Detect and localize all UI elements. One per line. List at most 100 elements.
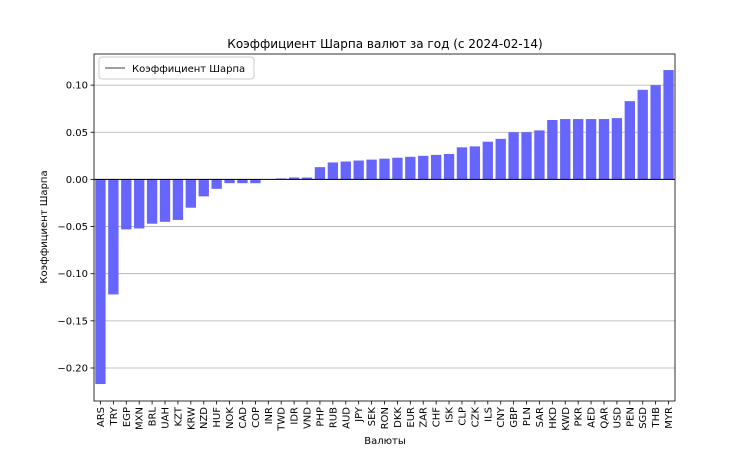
bar <box>159 179 171 222</box>
x-tick-label: JPY <box>354 406 365 423</box>
x-tick-label: NOK <box>225 407 236 429</box>
x-tick-label: NZD <box>199 407 210 429</box>
bar <box>366 159 377 180</box>
x-tick-label: CNY <box>496 406 507 427</box>
x-tick-label: RUB <box>328 407 339 428</box>
bar <box>134 179 145 229</box>
y-tick-label: −0.15 <box>57 316 88 327</box>
x-tick-label: IDR <box>290 407 301 425</box>
bar <box>185 179 196 208</box>
x-tick-label: SEK <box>367 407 378 427</box>
x-tick-label: KWD <box>561 407 572 431</box>
bars <box>95 70 674 385</box>
plot-frame <box>93 53 676 402</box>
y-tick-label: −0.10 <box>57 269 88 280</box>
bar <box>637 89 648 180</box>
x-tick-label: THB <box>651 407 662 429</box>
x-tick-label: AED <box>587 407 598 428</box>
bar <box>508 132 519 180</box>
x-tick-label: EGP <box>122 407 133 427</box>
x-tick-label: USD <box>612 407 623 429</box>
y-tick-label: 0.00 <box>66 175 88 186</box>
y-tick-label: −0.05 <box>57 222 88 233</box>
x-tick-label: PLN <box>522 407 533 426</box>
x-tick-label: RON <box>380 407 391 429</box>
x-tick-label: GBP <box>509 407 520 428</box>
y-tick-label: −0.20 <box>57 363 88 374</box>
bar <box>443 153 455 180</box>
bar <box>353 160 364 180</box>
x-tick-label: CLP <box>457 407 468 426</box>
x-tick-label: BRL <box>148 407 159 427</box>
bar <box>430 154 442 180</box>
bar <box>482 141 493 180</box>
x-tick-label: HUF <box>212 407 223 428</box>
bar <box>573 119 584 180</box>
x-tick-label: ARS <box>96 407 107 427</box>
bar <box>598 119 610 180</box>
x-tick-label: KZT <box>173 406 184 426</box>
bar <box>560 119 571 180</box>
y-tick-label: 0.10 <box>66 81 88 92</box>
bar <box>650 85 661 180</box>
x-tick-label: KRW <box>186 407 197 430</box>
x-tick-label: QAR <box>599 407 610 429</box>
x-tick-label: CHF <box>432 407 443 428</box>
x-tick-label: ILS <box>483 407 494 422</box>
bar <box>198 179 209 197</box>
x-tick-label: PEN <box>625 407 636 427</box>
bar <box>146 179 158 224</box>
bar <box>211 179 222 189</box>
x-tick-label: EUR <box>406 407 417 428</box>
bar <box>172 179 184 220</box>
x-tick-label: ISK <box>445 407 456 423</box>
bar <box>534 130 545 180</box>
y-tick-label: 0.05 <box>66 128 88 139</box>
bar <box>392 157 403 180</box>
bar <box>521 132 532 180</box>
bar <box>663 70 674 180</box>
bar <box>456 147 468 180</box>
bar <box>418 155 429 180</box>
bar <box>547 120 558 180</box>
x-tick-label: UAH <box>161 407 172 429</box>
x-tick-label: CAD <box>238 407 249 429</box>
x-tick-label: CZK <box>470 407 481 428</box>
bar <box>495 138 506 180</box>
bar <box>288 177 300 180</box>
x-tick-label: TWD <box>277 407 288 432</box>
y-axis-label: Коэффициент Шарпа <box>39 170 50 283</box>
legend-label: Коэффициент Шарпа <box>132 64 245 75</box>
x-tick-label: PHP <box>315 407 326 427</box>
x-tick-label: HKD <box>548 407 559 429</box>
bar <box>469 146 481 180</box>
legend-box <box>98 56 255 80</box>
x-axis-label: Валюты <box>364 436 406 447</box>
x-axis-ticks: ARS TRY EGP MXN BRL UAH KZT KRW NZD HUF NOK CAD COP I… <box>96 401 675 432</box>
x-tick-label: VND <box>303 407 314 429</box>
x-tick-label: COP <box>251 407 262 428</box>
bar <box>95 179 106 385</box>
legend: Коэффициент Шарпа <box>98 56 255 80</box>
bar <box>379 158 390 180</box>
x-tick-label: AUD <box>341 407 352 429</box>
bar <box>624 101 635 180</box>
bar <box>327 162 339 180</box>
bar <box>585 119 597 180</box>
bar <box>224 179 235 184</box>
bar <box>611 118 623 180</box>
bar <box>340 161 351 180</box>
x-tick-label: PKR <box>574 407 585 427</box>
x-tick-label: ZAR <box>419 407 430 428</box>
x-tick-label: DKK <box>393 407 404 428</box>
x-tick-label: TRY <box>109 406 120 426</box>
bar <box>314 167 326 180</box>
x-tick-label: SAR <box>535 407 546 427</box>
x-tick-label: SGD <box>638 407 649 429</box>
bar <box>405 156 416 180</box>
chart-title: Коэффициент Шарпа валют за год (с 2024-0… <box>227 37 542 51</box>
bar <box>237 179 248 184</box>
bar <box>121 179 132 230</box>
bar <box>250 179 261 184</box>
